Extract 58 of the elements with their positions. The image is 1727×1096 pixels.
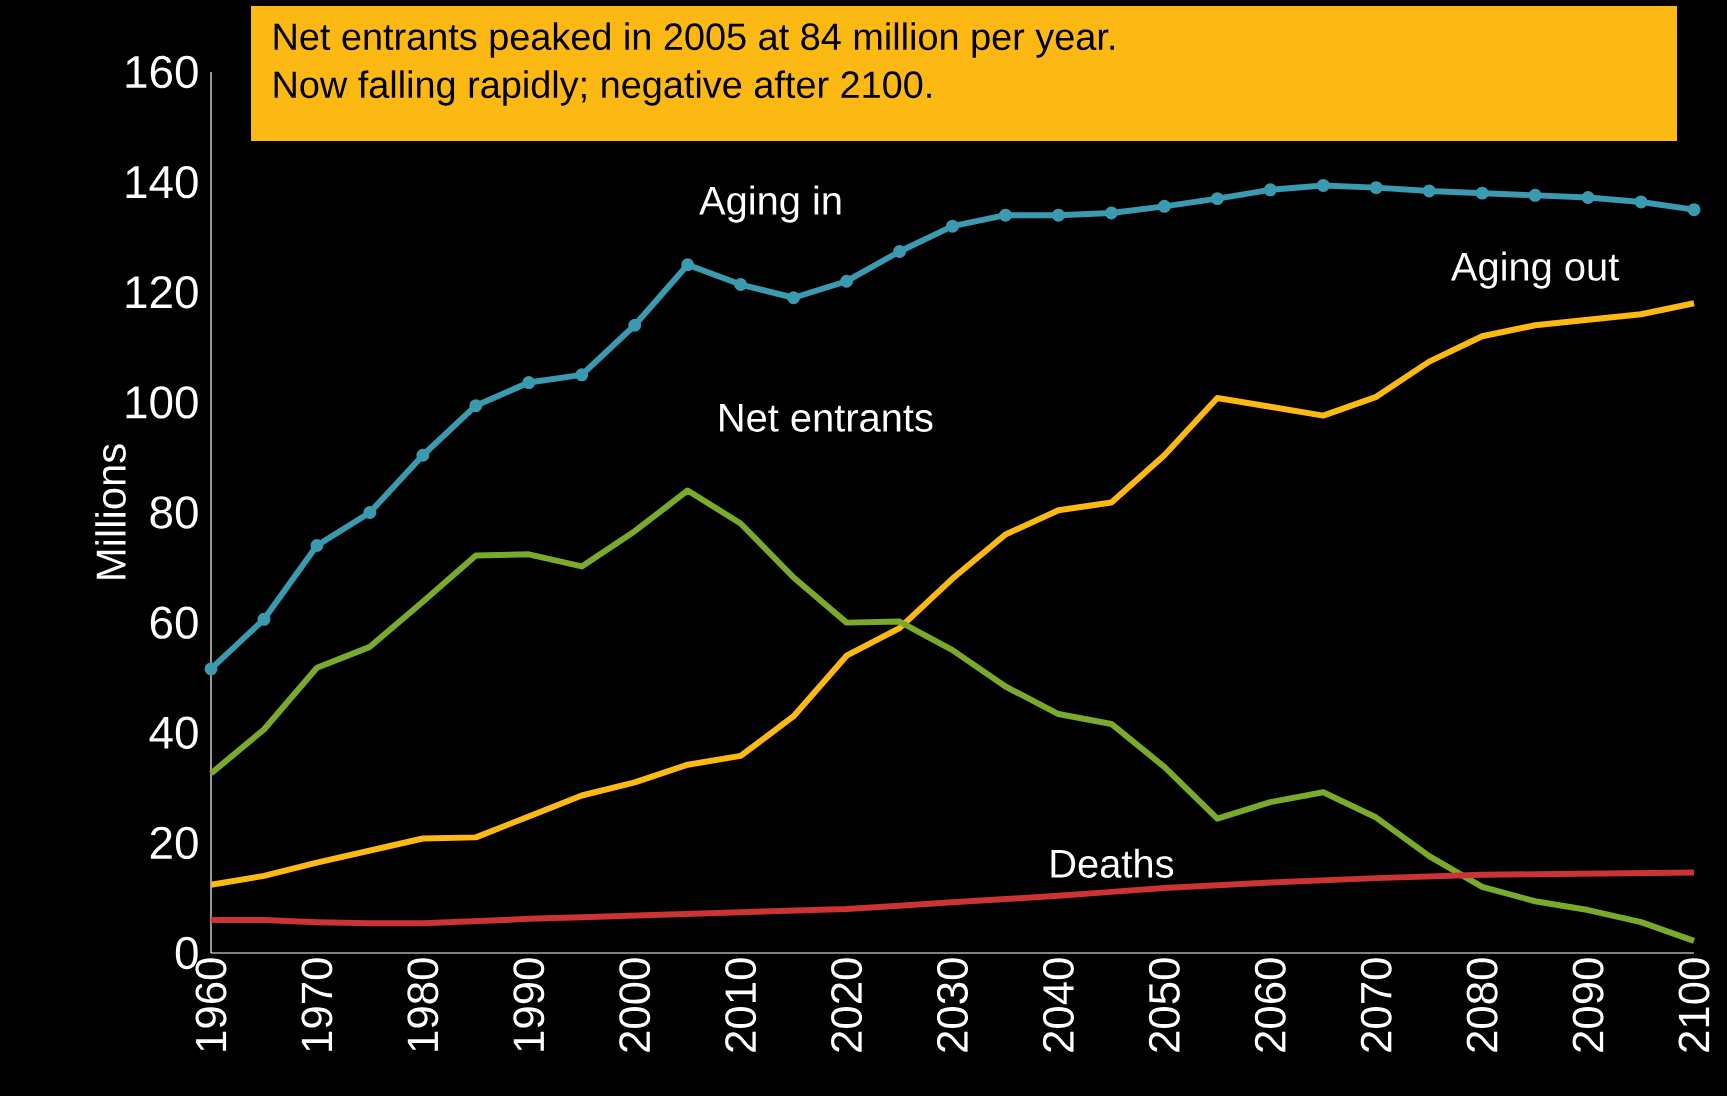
y-tick-label: 140 (126, 165, 198, 199)
x-tick-label: 1980 (407, 958, 439, 1051)
point (204, 662, 218, 676)
y-tick-label: 20 (150, 826, 198, 860)
y-tick-label: 80 (150, 496, 198, 529)
point (469, 399, 483, 413)
text: Net entrants peaked in 2005 at 84 million per year. (274, 22, 1114, 58)
y-tick-label: 160 (126, 55, 198, 89)
x-tick-label: 2090 (1572, 958, 1604, 1052)
point (1157, 199, 1171, 213)
point (1422, 184, 1436, 198)
x-tick-label: 2040 (1042, 958, 1074, 1052)
x-tick-label: 2100 (1678, 958, 1710, 1052)
x-tick-label: 2050 (1148, 958, 1180, 1052)
point (1581, 191, 1595, 205)
point (363, 506, 377, 519)
y-tick-label: 60 (150, 606, 198, 639)
point (787, 291, 801, 305)
point (257, 612, 271, 626)
x-tick-label: 2070 (1360, 958, 1392, 1052)
x-tick-label: 2020 (831, 958, 863, 1052)
y-axis-title: Millions (95, 444, 126, 579)
y-tick-label: 100 (126, 386, 198, 419)
point (1263, 183, 1277, 197)
point (1475, 186, 1489, 200)
x-tick-label: 2000 (619, 958, 651, 1052)
series-label: Aging out (1451, 251, 1619, 289)
point (734, 278, 748, 292)
point (416, 448, 430, 462)
point (1051, 208, 1065, 222)
point (1369, 181, 1383, 195)
x-tick-label: 2010 (725, 958, 757, 1052)
point (1687, 203, 1701, 217)
series-label: Deaths (1051, 848, 1174, 878)
point (1528, 188, 1542, 202)
point (893, 245, 907, 258)
point (575, 368, 589, 382)
point (1634, 195, 1648, 209)
x-tick-label: 1970 (301, 958, 333, 1051)
series-label: Net entrants (720, 404, 933, 432)
y-tick-label: 120 (126, 276, 198, 309)
y-tick-label: 40 (149, 716, 198, 749)
point (681, 258, 695, 272)
point (1316, 178, 1330, 192)
point (310, 539, 324, 553)
annotation: Now falling rapidly; negative after 2100. (274, 70, 931, 106)
x-tick-label: 2030 (936, 958, 969, 1052)
point (1210, 192, 1224, 206)
x-tick-label: 1990 (513, 958, 545, 1051)
point (628, 318, 642, 332)
x-tick-label: 2060 (1254, 958, 1286, 1052)
point (998, 208, 1012, 222)
point (946, 219, 959, 233)
point (1104, 206, 1118, 220)
point (840, 274, 854, 288)
x-tick-label: 2080 (1466, 958, 1498, 1052)
series-label: Aging in (699, 185, 841, 223)
point (522, 376, 536, 390)
